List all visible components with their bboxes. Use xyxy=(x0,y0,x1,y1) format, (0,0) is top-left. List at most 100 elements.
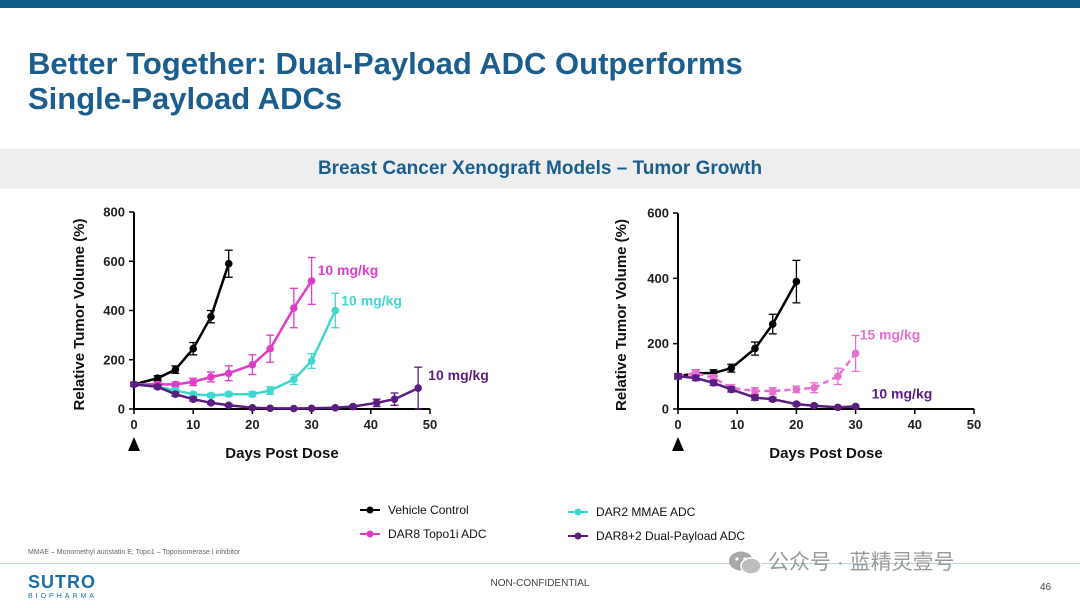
data-point xyxy=(727,385,736,394)
data-point xyxy=(207,312,215,321)
x-axis-title: Days Post Dose xyxy=(225,445,338,462)
wechat-icon xyxy=(729,551,762,576)
section-subtitle: Breast Cancer Xenograft Models – Tumor G… xyxy=(317,158,763,179)
dose-annotation: 10 mg/kg xyxy=(872,385,933,401)
data-point xyxy=(130,380,138,389)
y-tick-label: 0 xyxy=(118,402,125,417)
y-axis-title: Relative Tumor Volume (%) xyxy=(71,219,88,411)
x-tick-label: 40 xyxy=(364,417,378,432)
data-point xyxy=(834,372,842,381)
y-tick-label: 800 xyxy=(103,205,125,220)
data-point xyxy=(768,395,777,403)
legend-label: DAR8+2 Dual-Payload ADC xyxy=(596,529,746,543)
data-point xyxy=(224,390,233,399)
data-point xyxy=(290,304,298,312)
legend-swatch-marker xyxy=(366,530,374,538)
tumor-growth-chart-left: 0 200 400 600 800 0 10 20 30 40 50 Days Post Dose Re… xyxy=(71,205,489,463)
y-tick-label: 400 xyxy=(647,271,669,286)
confidentiality-label: NON-CONFIDENTIAL xyxy=(490,578,590,589)
x-tick-label: 20 xyxy=(245,417,259,432)
data-point xyxy=(372,399,381,407)
data-point xyxy=(266,404,274,413)
data-point xyxy=(171,365,180,374)
x-tick-label: 10 xyxy=(186,417,200,432)
data-point xyxy=(266,344,274,353)
data-point xyxy=(768,387,777,395)
dose-annotation: 10 mg/kg xyxy=(318,262,379,278)
data-point xyxy=(792,385,801,394)
series-dar8-2-dual-payload-adc xyxy=(674,372,860,412)
x-tick-label: 0 xyxy=(674,417,681,432)
legend-swatch-marker xyxy=(574,508,582,516)
series-dar8-2-dual-payload-adc xyxy=(130,366,423,413)
data-point xyxy=(307,404,316,413)
data-point xyxy=(390,395,399,403)
watermark: 公众号 · 蓝精灵壹号 xyxy=(728,548,955,578)
x-tick-label: 20 xyxy=(789,417,803,432)
section-header-band: Breast Cancer Xenograft Models – Tumor G… xyxy=(0,149,1080,189)
data-point xyxy=(810,401,818,410)
data-point xyxy=(266,386,274,395)
y-tick-label: 200 xyxy=(647,336,669,351)
series-line xyxy=(133,263,230,386)
x-tick-label: 50 xyxy=(423,417,437,432)
y-tick-label: 600 xyxy=(647,206,669,221)
dosing-arrow-icon xyxy=(128,437,140,451)
data-point xyxy=(307,357,316,365)
legend-swatch-marker xyxy=(366,506,374,514)
data-point xyxy=(331,403,340,412)
series-line xyxy=(133,309,337,397)
x-tick-label: 30 xyxy=(848,417,862,432)
footnote: MMAE – Monomethyl auristatin E; Topo1 – … xyxy=(28,549,241,556)
data-point xyxy=(768,320,777,328)
slide-title: Better Together: Dual-Payload ADC Outper… xyxy=(28,46,928,116)
data-point xyxy=(727,364,736,372)
data-point xyxy=(207,373,215,381)
dose-annotation: 10 mg/kg xyxy=(428,367,489,383)
dose-annotation: 10 mg/kg xyxy=(341,293,402,309)
dosing-arrow-icon xyxy=(672,437,684,451)
data-point xyxy=(189,378,197,386)
data-point xyxy=(349,402,357,411)
legend-label: DAR8 Topo1i ADC xyxy=(388,527,487,541)
series-dar8-topo1i-adc xyxy=(130,256,316,389)
watermark-text: 公众号 · 蓝精灵壹号 xyxy=(768,551,955,574)
x-axis-title: Days Post Dose xyxy=(769,445,882,462)
data-point xyxy=(792,400,801,408)
logo-wordmark: SUTRO xyxy=(28,572,96,592)
data-point xyxy=(171,380,180,389)
data-point xyxy=(834,403,842,412)
data-point xyxy=(290,404,298,413)
y-axis-title: Relative Tumor Volume (%) xyxy=(613,219,630,411)
data-point xyxy=(709,379,718,387)
data-point xyxy=(224,401,233,410)
x-tick-label: 30 xyxy=(304,417,318,432)
data-point xyxy=(248,390,257,399)
y-tick-label: 400 xyxy=(103,303,125,318)
data-point xyxy=(224,369,233,378)
x-tick-label: 50 xyxy=(967,417,981,432)
company-logo: SUTRO BIOPHARMA xyxy=(28,572,118,602)
data-point xyxy=(224,259,233,268)
data-point xyxy=(153,374,162,383)
data-point xyxy=(751,387,759,395)
x-tick-label: 10 xyxy=(730,417,744,432)
data-point xyxy=(153,383,162,391)
slide-title-line-1: Better Together: Dual-Payload ADC Outper… xyxy=(28,46,743,81)
top-accent-bar xyxy=(0,0,1080,8)
data-point xyxy=(751,344,759,353)
data-point xyxy=(189,395,197,403)
slide-title-line-2: Single-Payload ADCs xyxy=(28,81,343,116)
data-point xyxy=(171,390,180,399)
page-number: 46 xyxy=(1040,582,1052,593)
tumor-growth-chart-right: 0 200 400 600 0 10 20 30 40 50 Days Post Dose Relat… xyxy=(613,206,981,463)
footer-divider xyxy=(0,563,1080,564)
data-point xyxy=(331,306,340,315)
data-point xyxy=(189,344,197,353)
data-point xyxy=(810,383,818,392)
series-line xyxy=(677,375,856,409)
data-point xyxy=(691,374,700,382)
legend-label: DAR2 MMAE ADC xyxy=(596,505,696,519)
data-point xyxy=(751,393,759,402)
x-tick-label: 40 xyxy=(908,417,922,432)
